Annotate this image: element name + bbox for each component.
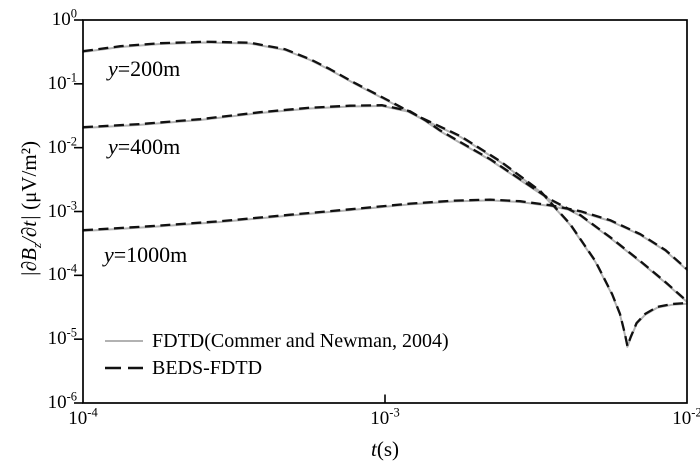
x-axis-title: t(s) xyxy=(370,437,399,461)
y-tick-label-1e-5: 10-5 xyxy=(47,325,77,350)
beds-fdtd-curve-200m xyxy=(82,40,688,348)
y-tick-label-1e-4: 10-4 xyxy=(47,262,77,286)
y-tick-label-1e-3: 10-3 xyxy=(47,198,77,222)
beds-fdtd-curve-400m xyxy=(82,104,688,303)
annotation-200m: y=200m xyxy=(108,56,181,81)
x-tick-label-1e-3: 10-3 xyxy=(370,405,400,429)
y-tick-label-1e-1: 10-1 xyxy=(47,70,77,94)
y-tick-label-1e0: 100 xyxy=(51,6,77,30)
annotation-1000m: y=1000m xyxy=(104,242,188,267)
fdtd-curve-200m xyxy=(82,41,688,348)
x-tick-label-1e-2: 10-2 xyxy=(672,405,700,429)
legend-label-beds-fdtd: BEDS-FDTD xyxy=(152,357,263,379)
x-tick-label-1e-4: 10-4 xyxy=(68,405,98,429)
beds-fdtd-curve-1000m xyxy=(82,198,688,271)
y-tick-label-1e-2: 10-2 xyxy=(47,134,77,158)
legend-label-fdtd: FDTD(Commer and Newman, 2004) xyxy=(152,330,449,352)
annotation-400m: y=400m xyxy=(108,134,181,159)
y-tick-label-1e-6: 10-6 xyxy=(47,389,77,413)
